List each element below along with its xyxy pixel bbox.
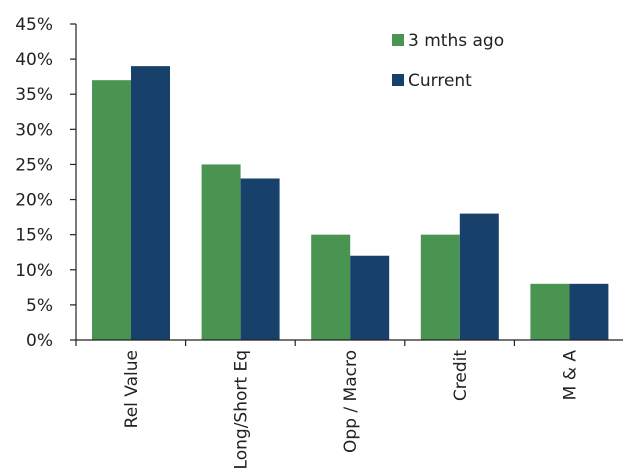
y-tick-label: 30% <box>15 120 53 140</box>
legend-swatch <box>392 34 404 46</box>
y-tick-label: 5% <box>26 296 53 316</box>
bar-current <box>459 213 499 340</box>
bar-three-months-ago <box>420 234 460 340</box>
x-axis: Rel Value Long/Short Eq Opp / Macro Credit M… <box>75 339 623 469</box>
x-category-label: Rel Value <box>122 350 142 428</box>
y-tick-label: 40% <box>15 50 53 70</box>
y-tick-label: 20% <box>15 191 53 211</box>
y-axis: 0% 5% 10% 15% 20% 25% 30% 35% 40% 45% <box>15 15 77 351</box>
y-tick-label: 25% <box>15 155 53 175</box>
bar-current <box>569 283 609 340</box>
bar-current <box>240 178 280 340</box>
y-tick-label: 0% <box>26 331 53 351</box>
legend: 3 mths ago Current <box>392 31 504 91</box>
legend-label: 3 mths ago <box>408 31 504 51</box>
y-tick-label: 10% <box>15 261 53 281</box>
bar-current <box>350 255 390 340</box>
y-tick-label: 45% <box>15 15 53 35</box>
x-category-label: M & A <box>560 350 580 401</box>
y-tick-label: 15% <box>15 226 53 246</box>
bar-current <box>131 66 170 340</box>
bar-three-months-ago <box>530 283 570 340</box>
bar-three-months-ago <box>201 164 241 340</box>
bar-three-months-ago <box>92 80 131 340</box>
y-tick-label: 35% <box>15 85 53 105</box>
bars <box>92 66 609 340</box>
legend-label: Current <box>408 71 472 91</box>
legend-swatch <box>392 74 404 86</box>
x-category-label: Opp / Macro <box>341 350 361 453</box>
bar-three-months-ago <box>311 234 351 340</box>
x-category-label: Credit <box>451 350 471 401</box>
x-category-label: Long/Short Eq <box>232 350 252 469</box>
